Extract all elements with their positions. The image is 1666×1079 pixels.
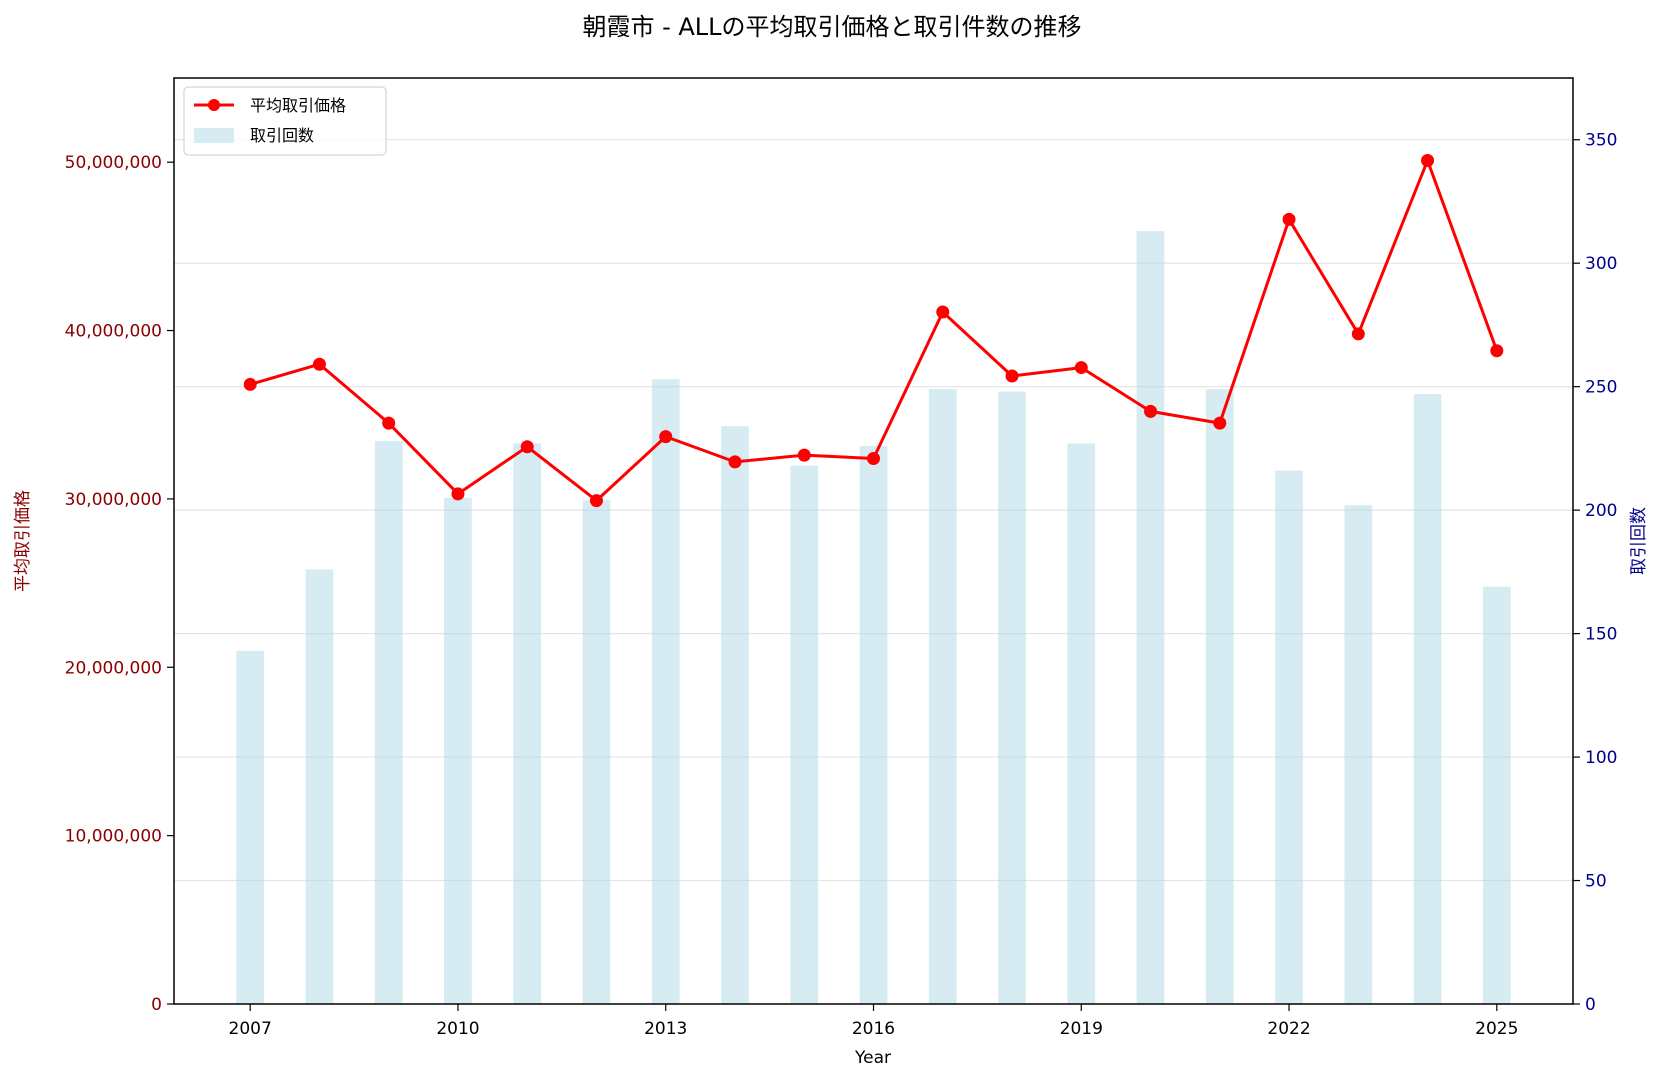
x-tick-label: 2016	[852, 1019, 895, 1039]
x-tick-label: 2025	[1475, 1019, 1518, 1039]
legend-line-marker	[208, 99, 220, 111]
x-tick-label: 2022	[1267, 1019, 1310, 1039]
legend-label-price: 平均取引価格	[250, 96, 346, 115]
bar-2021	[1205, 389, 1234, 1004]
bar-2011	[513, 443, 542, 1005]
price-point-2016	[867, 452, 880, 466]
chart-title: 朝霞市 - ALLの平均取引価格と取引件数の推移	[582, 13, 1081, 41]
bar-2019	[1067, 443, 1096, 1005]
x-tick-label: 2010	[436, 1019, 479, 1039]
right-y-axis-label: 取引回数	[1629, 507, 1649, 575]
left-tick-label: 0	[151, 995, 162, 1015]
bar-2018	[998, 391, 1026, 1004]
price-point-2011	[520, 440, 534, 454]
left-tick-label: 50,000,000	[65, 153, 162, 173]
left-tick-label: 40,000,000	[65, 322, 162, 342]
bar-2008	[305, 569, 334, 1004]
right-tick-label: 150	[1585, 625, 1617, 645]
price-point-2012	[589, 494, 603, 508]
price-point-2008	[312, 357, 326, 371]
bar-2020	[1136, 231, 1165, 1005]
price-point-2009	[382, 416, 396, 430]
x-axis-label: Year	[854, 1048, 891, 1068]
bar-2014	[721, 426, 749, 1004]
line-series	[243, 153, 1504, 508]
price-point-2024	[1421, 153, 1435, 167]
left-tick-label: 30,000,000	[65, 490, 162, 510]
price-point-2023	[1351, 327, 1365, 341]
price-point-2018	[1005, 369, 1019, 383]
x-tick-label: 2013	[644, 1019, 687, 1039]
bar-2016	[859, 445, 888, 1004]
price-point-2013	[659, 430, 673, 444]
bar-2013	[651, 379, 680, 1004]
right-tick-label: 100	[1585, 748, 1617, 768]
right-tick-label: 200	[1585, 501, 1617, 521]
right-y-axis: 0 50 100 150 200 250 300 350	[1573, 131, 1617, 1015]
right-tick-label: 350	[1585, 131, 1617, 151]
bar-2015	[790, 465, 819, 1005]
price-point-2015	[797, 448, 811, 462]
left-tick-label: 20,000,000	[65, 658, 162, 678]
left-tick-label: 10,000,000	[65, 827, 162, 847]
bar-2022	[1275, 470, 1303, 1004]
right-tick-label: 250	[1585, 378, 1617, 398]
right-tick-label: 0	[1585, 995, 1596, 1015]
bar-2009	[374, 440, 403, 1004]
bar-2023	[1344, 505, 1373, 1004]
price-point-2022	[1282, 212, 1296, 226]
price-point-2021	[1213, 416, 1227, 430]
price-point-2019	[1074, 361, 1088, 375]
price-point-2020	[1144, 404, 1158, 418]
price-point-2017	[936, 305, 950, 319]
right-tick-label: 50	[1585, 872, 1607, 892]
bar-2007	[236, 650, 265, 1004]
price-point-2010	[451, 487, 465, 501]
x-tick-label: 2007	[229, 1019, 272, 1039]
x-axis: 2007 2010 2013 2016 2019 2022 2025	[229, 1004, 1518, 1039]
price-point-2025	[1490, 344, 1504, 358]
left-y-axis: 0 10,000,000 20,000,000 30,000,000 40,000,00…	[65, 153, 174, 1015]
legend-label-count: 取引回数	[250, 126, 314, 145]
price-point-2007	[243, 377, 257, 391]
bar-2025	[1482, 586, 1511, 1004]
legend-bar-swatch	[194, 128, 234, 143]
x-tick-label: 2019	[1060, 1019, 1103, 1039]
bar-2024	[1413, 394, 1442, 1004]
bar-2017	[928, 389, 957, 1004]
bar-series	[236, 231, 1511, 1005]
right-tick-label: 300	[1585, 254, 1617, 274]
bar-2012	[582, 500, 611, 1004]
legend-frame	[183, 86, 387, 156]
bar-2010	[444, 497, 472, 1004]
price-point-2014	[728, 455, 742, 469]
left-y-axis-label: 平均取引価格	[13, 490, 33, 592]
legend: 平均取引価格 取引回数	[183, 86, 387, 156]
